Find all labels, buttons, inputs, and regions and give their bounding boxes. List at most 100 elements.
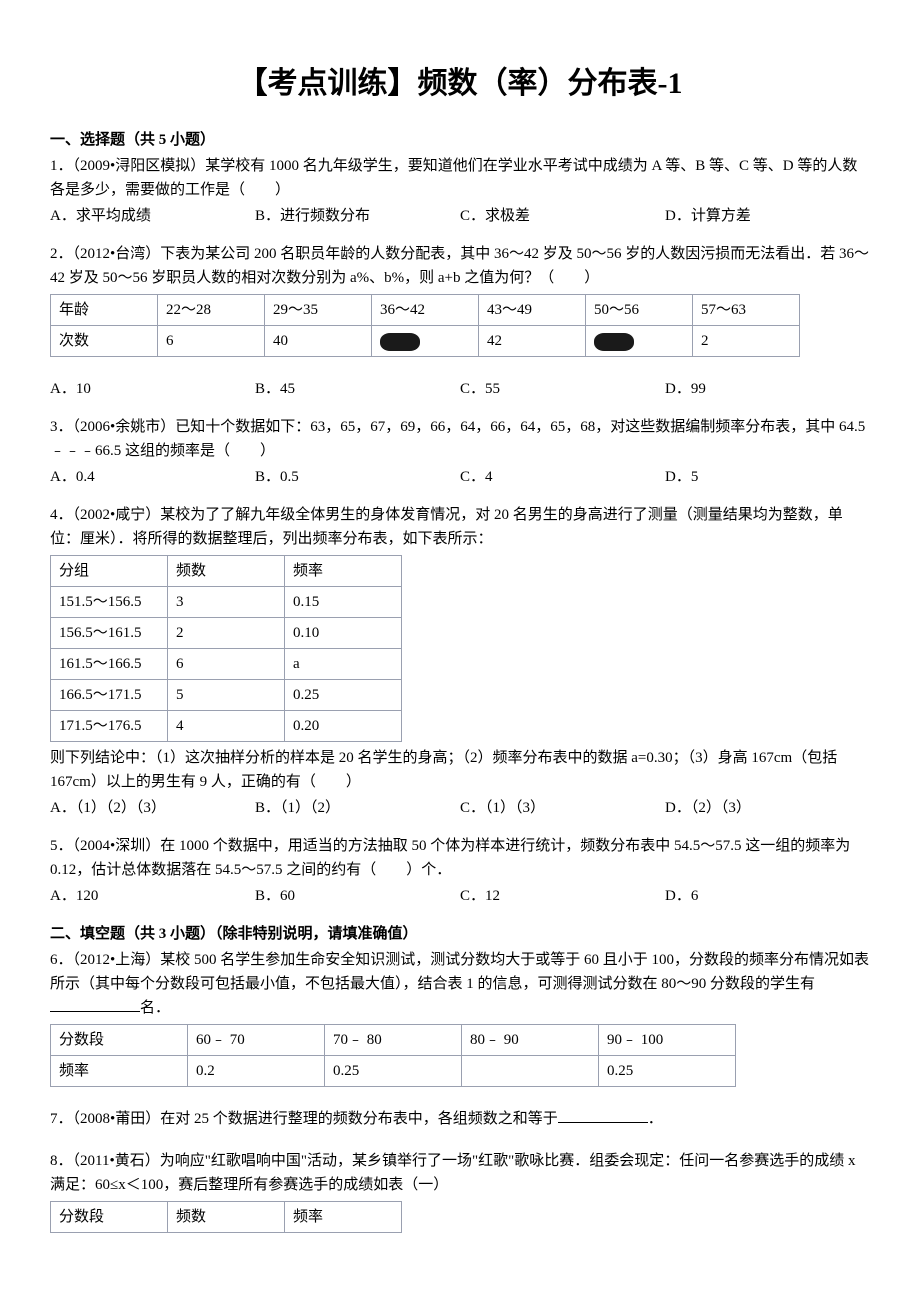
cell: 0.25 xyxy=(285,680,402,711)
q4-option-a: A．（1）（2）（3） xyxy=(50,796,255,820)
question-6-text-b: 名． xyxy=(140,1000,170,1016)
q1-option-a: A．求平均成绩 xyxy=(50,204,255,228)
cell: 0.10 xyxy=(285,618,402,649)
q5-option-b: B．60 xyxy=(255,884,460,908)
question-7-text-b: ． xyxy=(648,1111,663,1127)
question-6: 6．（2012•上海）某校 500 名学生参加生命安全知识测试，测试分数均大于或… xyxy=(50,948,870,1020)
cell: 频率 xyxy=(285,556,402,587)
cell: 频数 xyxy=(168,556,285,587)
table-row: 166.5～171.5 5 0.25 xyxy=(51,680,402,711)
cell: 分数段 xyxy=(51,1025,188,1056)
table-row: 年龄 22～28 29～35 36～42 43～49 50～56 57～63 xyxy=(51,295,800,326)
question-2-text: 2．（2012•台湾）下表为某公司 200 名职员年龄的人数分配表，其中 36～… xyxy=(50,242,870,290)
q5-option-c: C．12 xyxy=(460,884,665,908)
q2-option-a: A．10 xyxy=(50,377,255,401)
table-row: 频率 0.2 0.25 0.25 xyxy=(51,1056,736,1087)
cell: 57～63 xyxy=(693,295,800,326)
question-4-text: 4．（2002•咸宁）某校为了了解九年级全体男生的身体发育情况，对 20 名男生… xyxy=(50,503,870,551)
cell: 161.5～166.5 xyxy=(51,649,168,680)
question-6-table: 分数段 60﹣ 70 70﹣ 80 80﹣ 90 90﹣ 100 频率 0.2 … xyxy=(50,1024,736,1087)
q3-option-c: C．4 xyxy=(460,465,665,489)
fill-blank xyxy=(50,996,140,1012)
cell: 频率 xyxy=(51,1056,188,1087)
cell: 6 xyxy=(158,326,265,357)
q3-option-d: D．5 xyxy=(665,465,870,489)
cell: 22～28 xyxy=(158,295,265,326)
q4-option-b: B．（1）（2） xyxy=(255,796,460,820)
cell-smudged xyxy=(586,326,693,357)
cell: 29～35 xyxy=(265,295,372,326)
section-2-heading: 二、填空题（共 3 小题）（除非特别说明，请填准确值） xyxy=(50,922,870,946)
q4-option-c: C．（1）（3） xyxy=(460,796,665,820)
cell: 90﹣ 100 xyxy=(599,1025,736,1056)
cell: 171.5～176.5 xyxy=(51,711,168,742)
table-row: 分数段 60﹣ 70 70﹣ 80 80﹣ 90 90﹣ 100 xyxy=(51,1025,736,1056)
question-3-text: 3．（2006•余姚市）已知十个数据如下：63，65，67，69，66，64，6… xyxy=(50,415,870,463)
cell: 156.5～161.5 xyxy=(51,618,168,649)
q2-option-c: C．55 xyxy=(460,377,665,401)
section-1-heading: 一、选择题（共 5 小题） xyxy=(50,128,870,152)
table-row: 171.5～176.5 4 0.20 xyxy=(51,711,402,742)
cell: 70﹣ 80 xyxy=(325,1025,462,1056)
cell: 2 xyxy=(693,326,800,357)
q1-option-b: B．进行频数分布 xyxy=(255,204,460,228)
table-row: 151.5～156.5 3 0.15 xyxy=(51,587,402,618)
smudge-icon xyxy=(594,333,634,351)
question-4-table: 分组 频数 频率 151.5～156.5 3 0.15 156.5～161.5 … xyxy=(50,555,402,742)
cell: 0.25 xyxy=(325,1056,462,1087)
cell: 年龄 xyxy=(51,295,158,326)
cell: 36～42 xyxy=(372,295,479,326)
cell: 4 xyxy=(168,711,285,742)
cell: 分组 xyxy=(51,556,168,587)
cell: 166.5～171.5 xyxy=(51,680,168,711)
table-row: 156.5～161.5 2 0.10 xyxy=(51,618,402,649)
question-4-options: A．（1）（2）（3） B．（1）（2） C．（1）（3） D．（2）（3） xyxy=(50,796,870,820)
question-7-text-a: 7．（2008•莆田）在对 25 个数据进行整理的频数分布表中，各组频数之和等于 xyxy=(50,1111,558,1127)
cell: 0.2 xyxy=(188,1056,325,1087)
q3-option-b: B．0.5 xyxy=(255,465,460,489)
page-title: 【考点训练】频数（率）分布表-1 xyxy=(50,60,870,108)
table-row: 次数 6 40 42 2 xyxy=(51,326,800,357)
table-row: 分组 频数 频率 xyxy=(51,556,402,587)
q2-option-b: B．45 xyxy=(255,377,460,401)
q3-option-a: A．0.4 xyxy=(50,465,255,489)
question-3-options: A．0.4 B．0.5 C．4 D．5 xyxy=(50,465,870,489)
cell: 60﹣ 70 xyxy=(188,1025,325,1056)
cell: 0.25 xyxy=(599,1056,736,1087)
cell: 50～56 xyxy=(586,295,693,326)
cell xyxy=(462,1056,599,1087)
cell: 6 xyxy=(168,649,285,680)
cell: 2 xyxy=(168,618,285,649)
cell: 40 xyxy=(265,326,372,357)
fill-blank xyxy=(558,1107,648,1123)
question-1-text: 1．（2009•浔阳区模拟）某学校有 1000 名九年级学生，要知道他们在学业水… xyxy=(50,154,870,202)
cell: 5 xyxy=(168,680,285,711)
question-5-text: 5．（2004•深圳）在 1000 个数据中，用适当的方法抽取 50 个体为样本… xyxy=(50,834,870,882)
cell: 频率 xyxy=(285,1202,402,1233)
cell: 80﹣ 90 xyxy=(462,1025,599,1056)
cell: 次数 xyxy=(51,326,158,357)
question-5-options: A．120 B．60 C．12 D．6 xyxy=(50,884,870,908)
question-2-options: A．10 B．45 C．55 D．99 xyxy=(50,377,870,401)
cell: a xyxy=(285,649,402,680)
question-6-text-a: 6．（2012•上海）某校 500 名学生参加生命安全知识测试，测试分数均大于或… xyxy=(50,952,869,992)
cell: 151.5～156.5 xyxy=(51,587,168,618)
question-4-after: 则下列结论中：（1）这次抽样分析的样本是 20 名学生的身高；（2）频率分布表中… xyxy=(50,746,870,794)
cell: 分数段 xyxy=(51,1202,168,1233)
question-7: 7．（2008•莆田）在对 25 个数据进行整理的频数分布表中，各组频数之和等于… xyxy=(50,1107,870,1131)
cell: 频数 xyxy=(168,1202,285,1233)
q2-option-d: D．99 xyxy=(665,377,870,401)
question-1-options: A．求平均成绩 B．进行频数分布 C．求极差 D．计算方差 xyxy=(50,204,870,228)
table-row: 分数段 频数 频率 xyxy=(51,1202,402,1233)
cell: 43～49 xyxy=(479,295,586,326)
q4-option-d: D．（2）（3） xyxy=(665,796,870,820)
cell-smudged xyxy=(372,326,479,357)
question-8-text: 8．（2011•黄石）为响应"红歌唱响中国"活动，某乡镇举行了一场"红歌"歌咏比… xyxy=(50,1149,870,1197)
q5-option-d: D．6 xyxy=(665,884,870,908)
cell: 42 xyxy=(479,326,586,357)
cell: 0.20 xyxy=(285,711,402,742)
smudge-icon xyxy=(380,333,420,351)
question-2-table: 年龄 22～28 29～35 36～42 43～49 50～56 57～63 次… xyxy=(50,294,800,357)
q1-option-c: C．求极差 xyxy=(460,204,665,228)
question-8-table: 分数段 频数 频率 xyxy=(50,1201,402,1233)
